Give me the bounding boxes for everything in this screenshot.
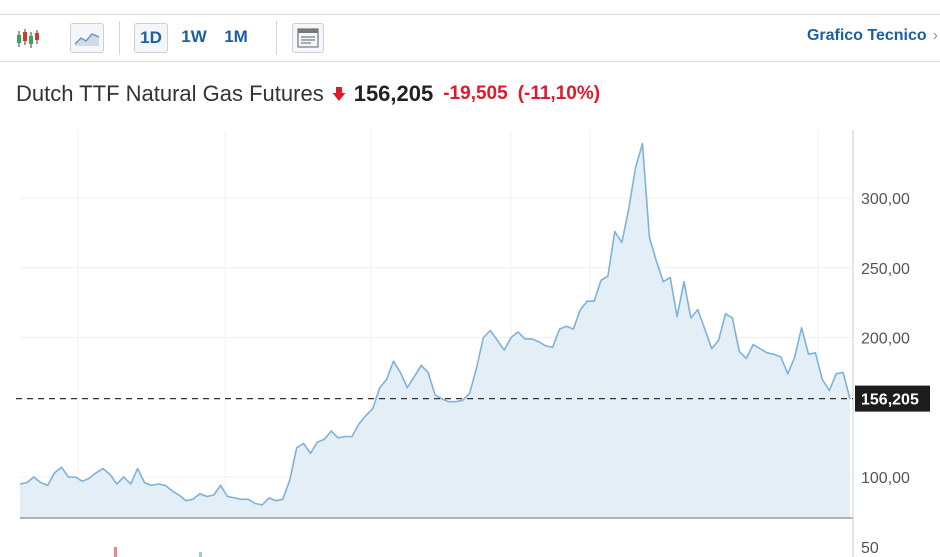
current-price-label: 156,205 [855, 385, 930, 412]
price-line [19, 142, 851, 506]
range-1w-button[interactable]: 1W [181, 27, 207, 46]
price-area-fill [20, 143, 850, 518]
last-price: 156,205 [353, 81, 434, 106]
volume-bar [199, 552, 202, 557]
volume-bar [114, 547, 117, 557]
chart-toolbar: 1D 1W 1M Grafico Tecnico › [0, 14, 940, 62]
candlestick-chart-icon [17, 29, 39, 48]
price-change: -19,505 [443, 83, 508, 104]
range-1d-button[interactable]: 1D [134, 23, 168, 53]
range-1m-button[interactable]: 1M [224, 27, 248, 46]
y-tick-label: 50 [861, 540, 879, 557]
toolbar-divider [276, 21, 277, 55]
price-change-percent: (-11,10%) [517, 83, 601, 104]
instrument-header: Dutch TTF Natural Gas Futures 156,205 -1… [16, 79, 600, 109]
news-layout-icon [297, 28, 319, 48]
toolbar-divider [119, 21, 120, 55]
volume-bars [114, 547, 202, 557]
y-tick-label: 250,00 [861, 261, 910, 278]
technical-chart-label: Grafico Tecnico [806, 27, 927, 44]
area-chart-icon [74, 33, 100, 46]
current-price-label-bg [855, 385, 930, 412]
y-tick-label: 100,00 [861, 470, 910, 487]
technical-chart-link[interactable]: Grafico Tecnico › [807, 27, 938, 45]
y-tick-label: 300,00 [861, 191, 910, 208]
y-tick-label: 200,00 [861, 331, 910, 348]
current-price-label-text: 156,205 [861, 392, 919, 409]
area-chart-button[interactable] [70, 23, 104, 53]
candlestick-chart-button[interactable] [12, 23, 46, 53]
news-layout-button[interactable] [292, 23, 324, 53]
instrument-name: Dutch TTF Natural Gas Futures [16, 81, 324, 106]
down-arrow-icon [332, 86, 346, 102]
chevron-right-icon: › [932, 27, 938, 44]
y-axis-labels: 300,00 250,00 200,00 100,00 50 [861, 191, 910, 557]
